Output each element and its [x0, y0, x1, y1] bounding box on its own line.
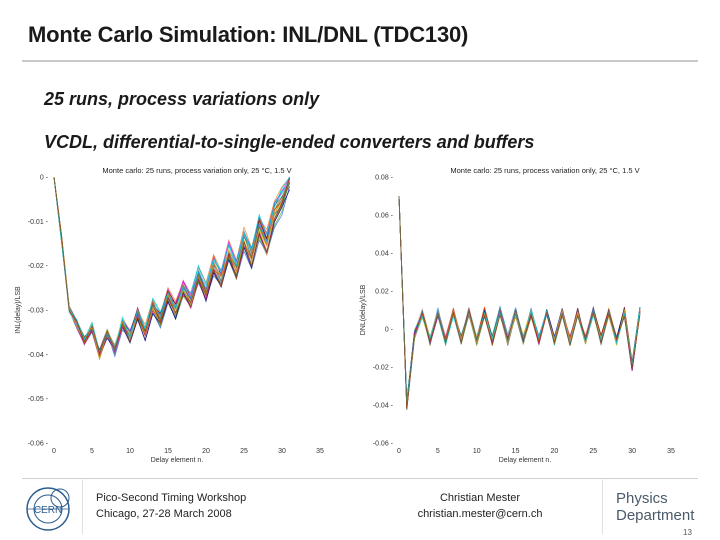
x-tick-label: 15 [512, 448, 520, 455]
run-series-line [398, 195, 641, 409]
y-tick-label: -0.05 - [28, 396, 49, 403]
author-info: Christian Mester christian.mester@cern.c… [400, 490, 560, 522]
run-series-line [398, 195, 641, 409]
x-tick-label: 30 [278, 448, 286, 455]
x-tick-label: 20 [202, 448, 210, 455]
run-series-line [398, 195, 641, 402]
run-series-line [398, 195, 641, 407]
run-series-line [53, 176, 290, 354]
x-tick-label: 10 [126, 448, 134, 455]
run-series-line [398, 195, 641, 408]
run-series-line [53, 176, 290, 351]
run-series-line [53, 176, 290, 355]
y-axis-label: INL(delay)/LSB [15, 286, 22, 334]
y-tick-label: 0.04 - [375, 251, 394, 258]
run-series-line [53, 176, 290, 354]
x-axis-label: Delay element n. [151, 457, 204, 464]
footer-divider [22, 478, 698, 479]
author-email: christian.mester@cern.ch [417, 508, 543, 520]
x-tick-label: 25 [240, 448, 248, 455]
department-label: Physics Department [616, 490, 694, 524]
x-axis-label: Delay element n. [499, 457, 552, 464]
run-series-line [398, 195, 641, 407]
y-axis-label: DNL(delay)/LSB [360, 284, 367, 335]
x-tick-label: 25 [589, 448, 597, 455]
run-series-line [398, 195, 641, 405]
run-series-line [398, 195, 641, 410]
y-tick-label: -0.04 - [373, 403, 394, 410]
run-series-line [398, 195, 641, 405]
footer-separator [82, 478, 83, 534]
run-series-line [398, 195, 641, 402]
x-tick-label: 0 [52, 448, 56, 455]
y-tick-label: 0.08 - [375, 175, 394, 182]
run-series-line [398, 195, 641, 409]
run-series-line [398, 195, 641, 403]
plot-title: Monte carlo: 25 runs, process variation … [102, 166, 291, 175]
inl-chart: Monte carlo: 25 runs, process variation … [15, 166, 324, 464]
y-tick-label: 0 - [385, 327, 394, 334]
x-tick-label: 15 [164, 448, 172, 455]
footer-separator [602, 478, 603, 534]
bullet-runs: 25 runs, process variations only [44, 89, 320, 109]
run-series-line [53, 176, 290, 354]
y-tick-label: -0.03 - [28, 308, 49, 315]
x-tick-label: 5 [436, 448, 440, 455]
department-line2: Department [616, 507, 695, 524]
run-series-line [398, 195, 641, 405]
plot-title: Monte carlo: 25 runs, process variation … [450, 166, 639, 175]
y-tick-label: 0 - [40, 175, 49, 182]
x-tick-label: 5 [90, 448, 94, 455]
run-series-line [53, 176, 290, 355]
y-tick-label: -0.02 - [28, 263, 49, 270]
x-tick-label: 35 [667, 448, 675, 455]
run-series-line [398, 195, 641, 410]
bullet-components: VCDL, differential-to-single-ended conve… [44, 132, 535, 152]
x-tick-label: 10 [473, 448, 481, 455]
workshop-info: Pico-Second Timing Workshop Chicago, 27-… [96, 490, 246, 522]
department-line1: Physics [616, 490, 668, 507]
run-series-line [398, 195, 641, 406]
y-tick-label: -0.01 - [28, 219, 49, 226]
cern-logo: CERN [26, 487, 70, 531]
run-series-line [398, 195, 641, 402]
title-divider [22, 60, 698, 62]
run-series-line [398, 195, 641, 408]
y-tick-label: -0.06 - [28, 441, 49, 448]
slide-title: Monte Carlo Simulation: INL/DNL (TDC130) [28, 22, 469, 47]
workshop-name: Pico-Second Timing Workshop [96, 492, 247, 504]
dnl-chart: Monte carlo: 25 runs, process variation … [360, 166, 675, 464]
y-tick-label: 0.02 - [375, 289, 394, 296]
x-tick-label: 35 [316, 448, 324, 455]
run-series-line [398, 195, 641, 408]
y-tick-label: -0.04 - [28, 352, 49, 359]
y-tick-label: -0.06 - [373, 441, 394, 448]
run-series-line [53, 176, 290, 355]
run-series-line [53, 176, 290, 356]
y-tick-label: 0.06 - [375, 213, 394, 220]
run-series-line [398, 195, 641, 409]
cern-logo-text: CERN [34, 505, 62, 516]
run-series-line [398, 195, 641, 406]
x-tick-label: 20 [551, 448, 559, 455]
run-series-line [398, 195, 641, 407]
run-series-line [398, 195, 641, 408]
run-series-line [398, 195, 641, 405]
page-number: 13 [683, 528, 692, 537]
run-series-line [398, 195, 641, 402]
x-tick-label: 0 [397, 448, 401, 455]
workshop-date: Chicago, 27-28 March 2008 [96, 508, 232, 520]
run-series-line [53, 176, 290, 355]
author-name: Christian Mester [439, 492, 521, 504]
y-tick-label: -0.02 - [373, 365, 394, 372]
run-series-line [53, 176, 290, 355]
x-tick-label: 30 [628, 448, 636, 455]
run-series-line [398, 195, 641, 408]
